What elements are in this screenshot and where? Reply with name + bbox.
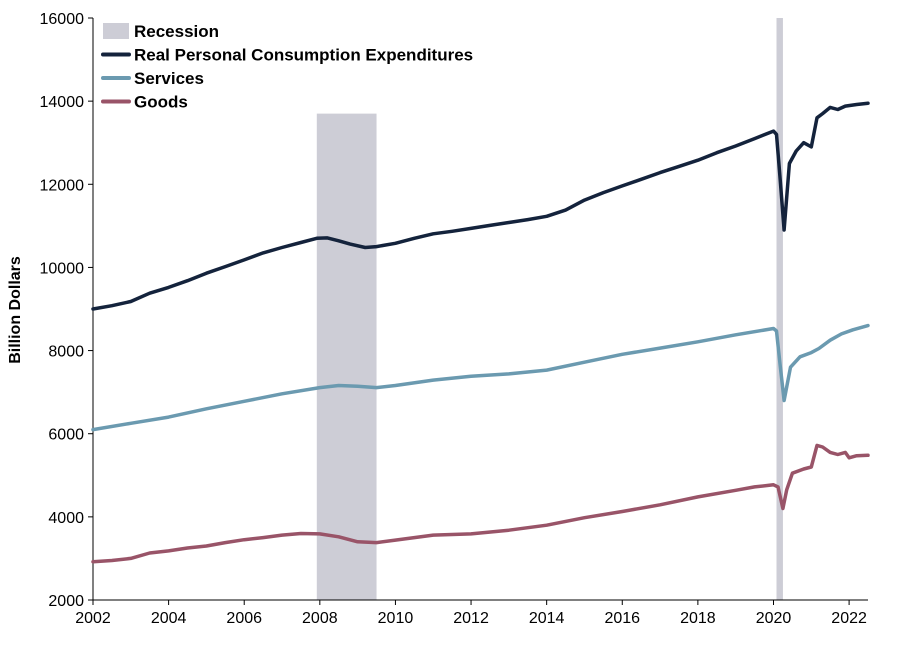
legend-label-real-personal-consumption-expenditures: Real Personal Consumption Expenditures: [134, 46, 473, 65]
y-tick-label: 14000: [40, 94, 85, 111]
x-tick-label: 2002: [75, 610, 111, 627]
x-tick-label: 2006: [226, 610, 262, 627]
y-tick-label: 4000: [48, 510, 84, 527]
axes: 2000 4000 6000 8000 10000 12000 14000 16000 2002…: [40, 11, 868, 627]
y-tick-label: 16000: [40, 11, 85, 28]
y-tick-label: 12000: [40, 177, 85, 194]
series-lines: [91, 101, 870, 564]
x-tick-label: 2014: [529, 610, 565, 627]
y-tick-label: 6000: [48, 427, 84, 444]
recession-shading-layer: [316, 18, 783, 600]
y-tick-label: 8000: [48, 344, 84, 361]
recession-band-1: [316, 113, 377, 600]
recession-band-2: [776, 18, 783, 600]
series-line-services: [91, 323, 870, 432]
series-line-goods: [91, 443, 870, 564]
y-axis-title: Billion Dollars: [7, 256, 24, 364]
x-tick-label: 2020: [756, 610, 792, 627]
legend-label-recession: Recession: [134, 22, 219, 41]
x-tick-label: 2022: [831, 610, 867, 627]
legend-swatch-recession: [103, 23, 129, 39]
x-tick-label: 2012: [453, 610, 489, 627]
y-tick-label: 2000: [48, 593, 84, 610]
series-line-real-personal-consumption-expenditures: [91, 101, 870, 311]
x-tick-label: 2004: [151, 610, 187, 627]
x-tick-label: 2016: [604, 610, 640, 627]
legend-label-goods: Goods: [134, 93, 188, 112]
y-tick-label: 10000: [40, 260, 85, 277]
x-tick-label: 2008: [302, 610, 338, 627]
legend-label-services: Services: [134, 69, 204, 88]
x-tick-label: 2010: [378, 610, 414, 627]
x-tick-label: 2018: [680, 610, 716, 627]
legend: Recession Real Personal Consumption Expen…: [101, 22, 473, 112]
